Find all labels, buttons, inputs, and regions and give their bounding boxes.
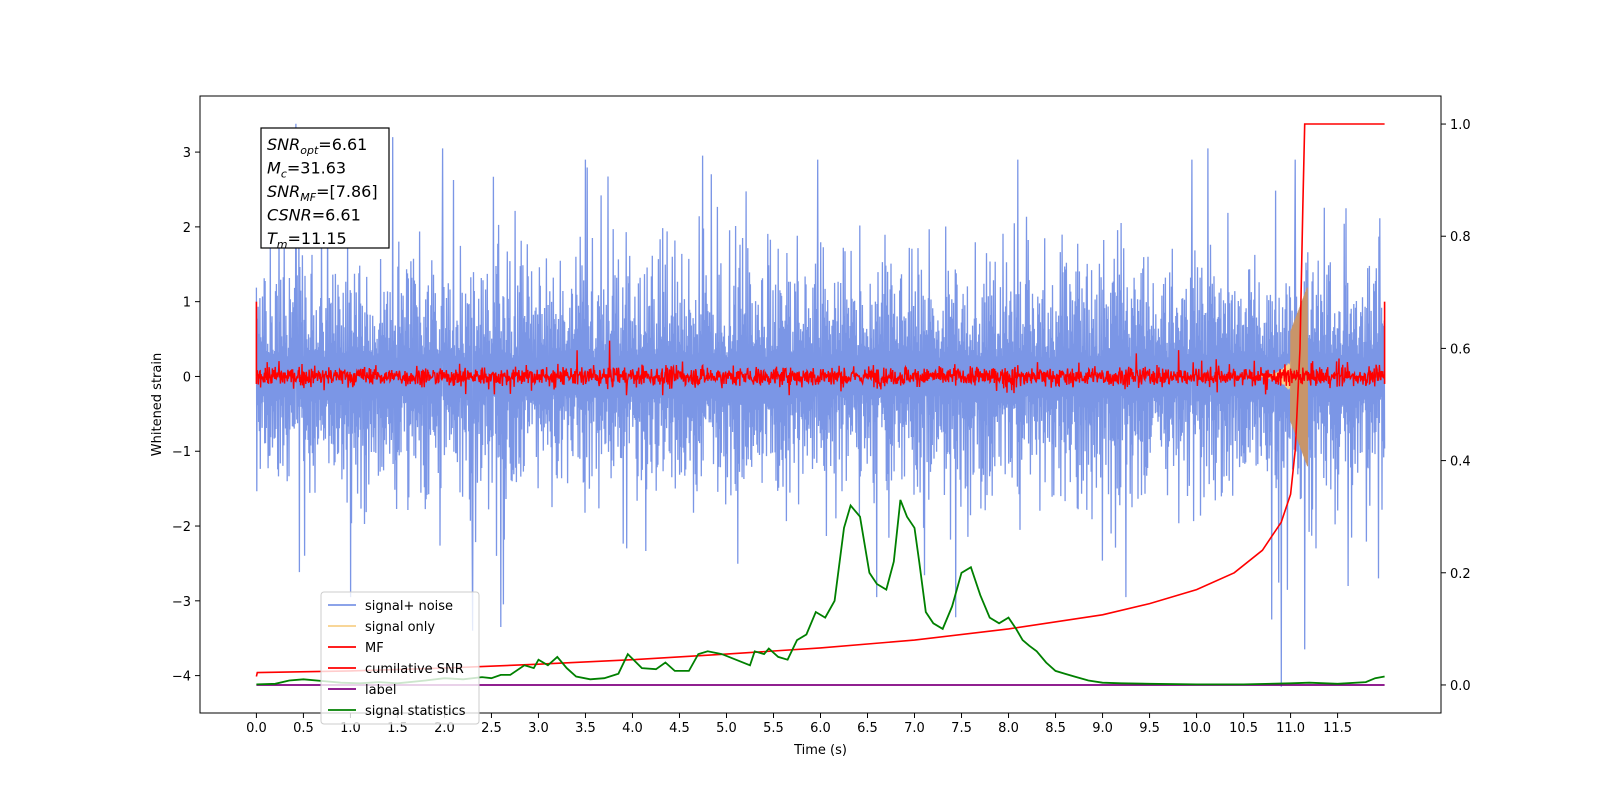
legend-entry-label: cumilative SNR: [365, 662, 464, 677]
y-left-tick-label: 2: [183, 221, 191, 236]
x-tick-label: 1.5: [387, 721, 408, 736]
series-group: [255, 123, 1386, 687]
legend: signal+ noise signal only MF cumilative SNR…: [320, 591, 480, 725]
y-left-tick-label: −2: [172, 520, 191, 535]
x-tick-label: 3.0: [528, 721, 549, 736]
series-signal-only-merger: [1289, 287, 1309, 467]
annotation-subscript: m: [277, 238, 288, 251]
legend-entry-label: signal only: [365, 620, 435, 635]
x-tick-label: 5.5: [763, 721, 784, 736]
plot-area: [255, 123, 1386, 687]
x-tick-label: 2.0: [434, 721, 455, 736]
x-tick-label: 11.5: [1323, 721, 1352, 736]
annotation-line: SNRopt=6.61: [267, 135, 367, 157]
annotation-box: SNRopt=6.61Mc=31.63SNRMF=[7.86]CSNR=6.61…: [260, 127, 390, 251]
x-tick-label: 9.0: [1092, 721, 1113, 736]
annotation-frame: [260, 127, 390, 249]
annotation-subscript: opt: [300, 144, 319, 157]
x-tick-label: 10.5: [1229, 721, 1258, 736]
x-tick-label: 8.0: [998, 721, 1019, 736]
y-right-tick-label: 0.6: [1450, 342, 1471, 357]
x-tick-label: 7.0: [904, 721, 925, 736]
x-axis-label: Time (s): [793, 743, 847, 758]
x-tick-label: 11.0: [1276, 721, 1305, 736]
legend-entry-label: signal+ noise: [365, 599, 453, 614]
x-tick-label: 5.0: [716, 721, 737, 736]
annotation-value: =[7.86]: [316, 182, 378, 201]
y-left-tick-label: −1: [172, 445, 191, 460]
x-tick-label: 3.5: [575, 721, 596, 736]
series-mf-line: [255, 340, 1385, 396]
annotation-value: =6.61: [312, 206, 361, 225]
x-tick-label: 4.0: [622, 721, 643, 736]
series-signal-noise-line: [255, 123, 1386, 687]
x-tick-label: 0.0: [246, 721, 267, 736]
annotation-symbol: M: [267, 159, 281, 178]
annotation-line: Tm=11.15: [267, 229, 347, 251]
x-tick-label: 7.5: [951, 721, 972, 736]
annotation-line: SNRMF=[7.86]: [267, 182, 378, 204]
annotation-symbol: SNR: [267, 135, 300, 154]
annotation-line: Mc=31.63: [267, 159, 346, 181]
x-tick-label: 1.0: [340, 721, 361, 736]
series-signal-statistics-line: [256, 499, 1385, 686]
annotation-value: =31.63: [287, 159, 346, 178]
x-tick-label: 2.5: [481, 721, 502, 736]
annotation-symbol: T: [267, 229, 278, 248]
y-right-tick-label: 0.2: [1450, 567, 1471, 582]
annotation-subscript: c: [281, 168, 287, 181]
series-cumulative-snr-line: [255, 123, 1385, 677]
y-left-tick-label: −4: [172, 670, 191, 685]
x-tick-label: 6.5: [857, 721, 878, 736]
x-tick-label: 9.5: [1139, 721, 1160, 736]
y-right-tick-label: 1.0: [1450, 118, 1471, 133]
y-left-tick-label: 1: [183, 296, 191, 311]
annotation-symbol: CSNR: [267, 206, 312, 225]
y-right-tick-label: 0.0: [1450, 679, 1471, 694]
annotation-subscript: MF: [300, 191, 316, 204]
x-tick-label: 4.5: [669, 721, 690, 736]
annotation-symbol: SNR: [267, 182, 300, 201]
y-left-tick-label: 3: [183, 146, 191, 161]
legend-entry-label: label: [365, 683, 396, 698]
x-tick-label: 10.0: [1182, 721, 1211, 736]
legend-entry-label: MF: [365, 641, 384, 656]
annotation-line: CSNR=6.61: [267, 206, 361, 225]
x-tick-label: 6.0: [810, 721, 831, 736]
x-tick-label: 0.5: [293, 721, 314, 736]
y-right-tick-label: 0.4: [1450, 455, 1471, 470]
x-tick-label: 8.5: [1045, 721, 1066, 736]
y-left-tick-label: 0: [183, 370, 191, 385]
legend-entry-label: signal statistics: [365, 704, 466, 719]
y-right-tick-label: 0.8: [1450, 230, 1471, 245]
annotation-value: =6.61: [318, 135, 367, 154]
annotation-value: =11.15: [288, 229, 347, 248]
axes: 0.0 0.5 1.0 1.5 2.0 2.5 3.0 3.5 4.0 4.5 5.0 5.5 6.0 6…: [150, 95, 1471, 758]
y-left-tick-label: −3: [172, 595, 191, 610]
y-axis-label: Whitened strain: [150, 353, 165, 456]
legend-frame: [320, 591, 480, 725]
